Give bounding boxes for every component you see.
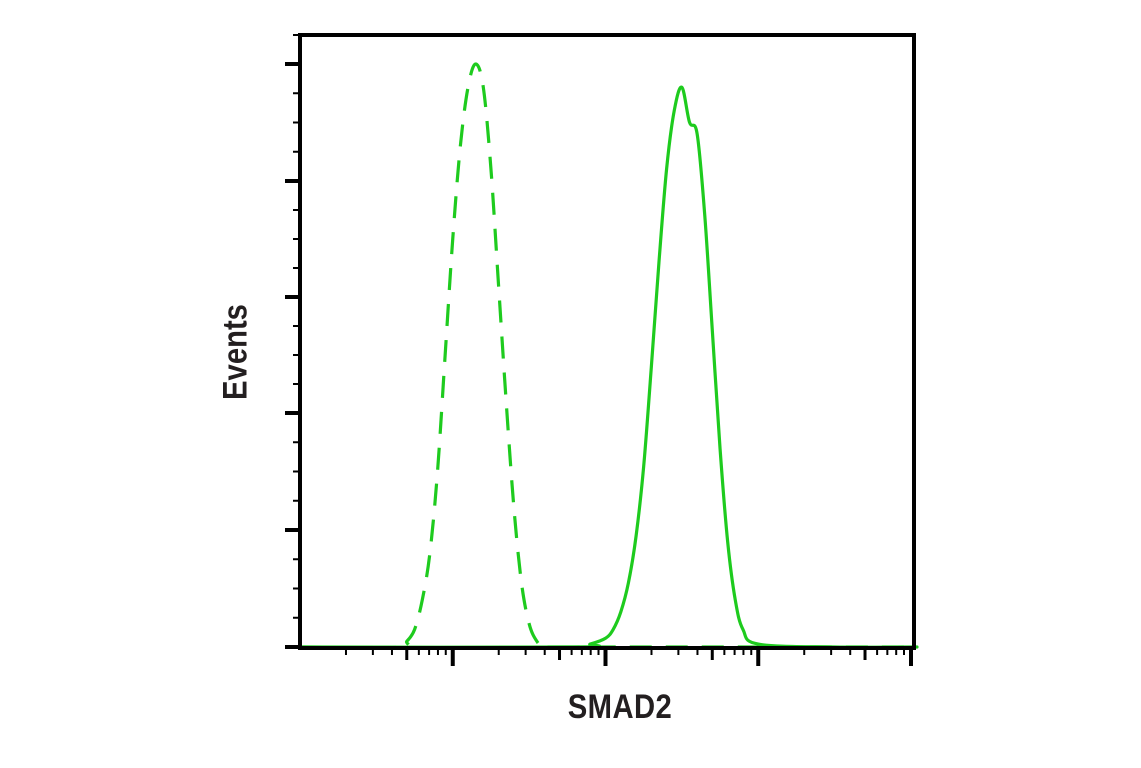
- x-axis-title: SMAD2: [567, 688, 673, 726]
- histogram-curves: [301, 62, 919, 650]
- isotype-control-curve: [301, 62, 912, 650]
- plot-frame: [298, 33, 916, 650]
- axis-ticks: [285, 34, 913, 666]
- smad2-curve: [301, 85, 919, 649]
- y-axis-title: Events: [216, 304, 255, 400]
